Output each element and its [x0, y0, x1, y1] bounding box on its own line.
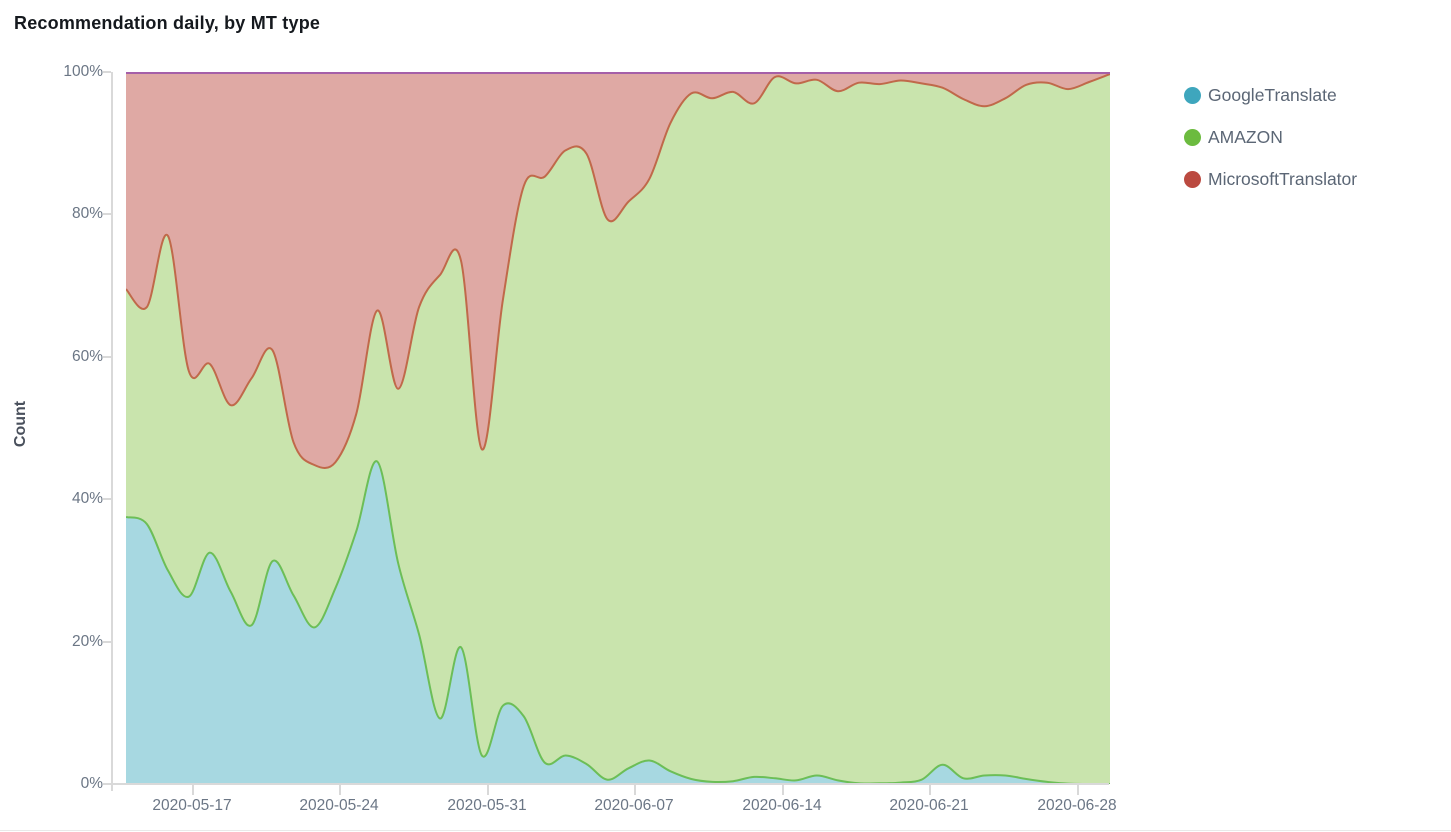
- microsofttranslator-swatch-icon: [1184, 171, 1201, 188]
- x-tick-mark: [192, 785, 194, 795]
- legend-label: MicrosoftTranslator: [1208, 169, 1358, 189]
- y-tick-label-100: 100%: [63, 63, 103, 80]
- y-tick-mark: [103, 356, 111, 358]
- googletranslate-top-boundary-line: [126, 460, 1110, 784]
- legend-item-amazon[interactable]: AMAZON: [1184, 127, 1357, 148]
- x-tick-label: 2020-05-17: [152, 797, 232, 814]
- amazon-top-boundary-line: [126, 73, 1110, 470]
- bottom-divider: [0, 830, 1451, 831]
- x-tick-mark: [339, 785, 341, 795]
- amazon-swatch-icon: [1184, 129, 1201, 146]
- y-tick-label-60: 60%: [71, 348, 103, 365]
- googletranslate-swatch-icon: [1184, 87, 1201, 104]
- y-tick-mark: [103, 71, 111, 73]
- x-tick-label: 2020-06-28: [1037, 797, 1117, 814]
- x-tick-label: 2020-05-31: [447, 797, 527, 814]
- y-tick-label-0: 0%: [80, 775, 103, 792]
- y-tick-mark: [103, 641, 111, 643]
- x-axis-line: [111, 783, 1109, 785]
- legend: GoogleTranslate AMAZON MicrosoftTranslat…: [1184, 85, 1357, 211]
- x-tick-mark: [634, 785, 636, 795]
- x-tick-mark: [487, 785, 489, 795]
- stacked-area-chart[interactable]: [126, 72, 1110, 784]
- x-tick-label: 2020-06-07: [594, 797, 674, 814]
- y-axis-title: Count: [12, 400, 29, 448]
- y-axis-line: [111, 72, 113, 791]
- legend-label: GoogleTranslate: [1208, 85, 1337, 105]
- y-tick-label-40: 40%: [71, 490, 103, 507]
- x-tick-mark: [1077, 785, 1079, 795]
- legend-item-googletranslate[interactable]: GoogleTranslate: [1184, 85, 1357, 106]
- y-tick-mark: [103, 213, 111, 215]
- chart-title: Recommendation daily, by MT type: [14, 13, 321, 33]
- area-googletranslate[interactable]: [126, 461, 1110, 784]
- y-tick-label-80: 80%: [71, 205, 103, 222]
- x-tick-mark: [929, 785, 931, 795]
- y-tick-mark: [103, 498, 111, 500]
- legend-label: AMAZON: [1208, 127, 1283, 147]
- x-tick-label: 2020-06-14: [742, 797, 822, 814]
- x-tick-label: 2020-05-24: [299, 797, 379, 814]
- legend-item-microsofttranslator[interactable]: MicrosoftTranslator: [1184, 169, 1357, 190]
- y-tick-label-20: 20%: [71, 633, 103, 650]
- x-tick-mark: [782, 785, 784, 795]
- y-tick-mark: [103, 783, 111, 785]
- x-tick-label: 2020-06-21: [889, 797, 969, 814]
